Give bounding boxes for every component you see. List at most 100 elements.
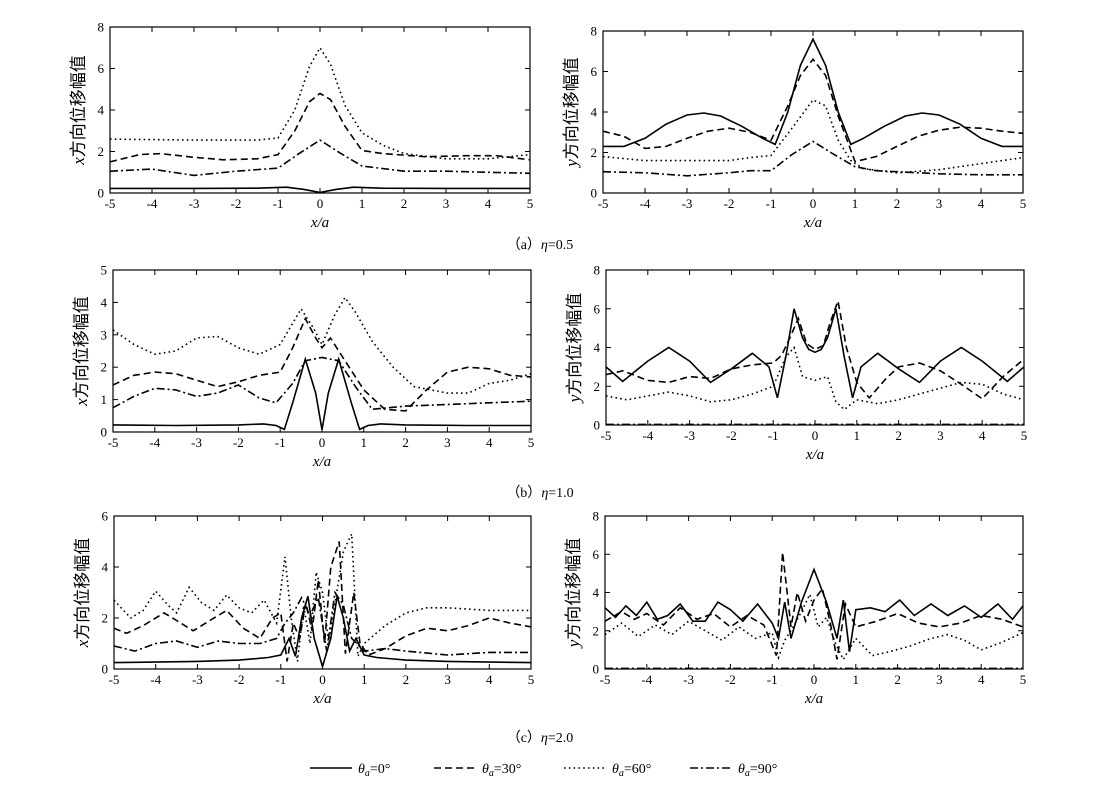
y-tick-label: 0 xyxy=(102,662,109,677)
y-tick-label: 8 xyxy=(594,263,601,278)
x-tick-label: 1 xyxy=(359,196,366,211)
x-tick-label: 4 xyxy=(486,672,493,687)
plot-frame xyxy=(602,30,1024,194)
x-tick-label: -4 xyxy=(641,672,652,687)
x-tick-label: -3 xyxy=(189,196,200,211)
caption-b: （b）η=1.0 xyxy=(506,485,573,501)
x-tick-label: -4 xyxy=(642,428,653,443)
y-tick-label: 6 xyxy=(102,509,109,524)
x-tick-label: 0 xyxy=(317,196,324,211)
series-dotted xyxy=(109,46,531,160)
y-axis-label: y方向位移幅值 xyxy=(562,57,581,169)
caption-a: （a）η=0.5 xyxy=(507,237,574,253)
caption-c: （c）η=2.0 xyxy=(507,730,574,746)
x-tick-label: -1 xyxy=(766,196,777,211)
x-tick-label: -5 xyxy=(108,435,119,450)
x-tick-label: 2 xyxy=(402,435,409,450)
series-dotted xyxy=(113,533,531,662)
x-tick-label: 3 xyxy=(937,428,944,443)
x-tick-label: 3 xyxy=(936,196,943,211)
x-tick-label: 5 xyxy=(1020,196,1027,211)
y-tick-label: 4 xyxy=(101,295,108,310)
x-tick-label: 0 xyxy=(810,196,817,211)
y-tick-label: 2 xyxy=(594,379,601,394)
legend-item-1: θa=30° xyxy=(434,762,521,779)
y-axis-label: x方向位移幅值 xyxy=(73,538,92,649)
series-solid xyxy=(603,37,1023,148)
x-tick-label: -5 xyxy=(105,196,116,211)
x-tick-label: -1 xyxy=(275,435,286,450)
x-tick-label: 2 xyxy=(895,428,902,443)
series-solid xyxy=(113,596,532,670)
y-axis-label: x方向位移幅值 xyxy=(69,55,88,166)
x-tick-label: 2 xyxy=(403,672,410,687)
y-tick-label: 6 xyxy=(98,61,105,76)
x-axis-label: x/a xyxy=(804,691,823,707)
x-tick-label: -4 xyxy=(640,196,651,211)
x-tick-label: -3 xyxy=(682,196,693,211)
legend-label-0: θa=0° xyxy=(358,762,390,779)
y-tick-label: 4 xyxy=(102,560,109,575)
x-tick-label: -2 xyxy=(233,435,244,450)
y-tick-label: 1 xyxy=(101,392,108,407)
x-tick-label: -2 xyxy=(726,428,737,443)
y-tick-label: 6 xyxy=(593,547,600,562)
series-dotted xyxy=(602,98,1024,174)
plot-frame xyxy=(112,269,532,433)
series-solid xyxy=(605,308,1025,399)
x-tick-label: 3 xyxy=(444,435,451,450)
series-dashed xyxy=(112,316,532,412)
x-tick-label: -3 xyxy=(191,435,202,450)
plot-frame xyxy=(604,515,1024,670)
series-dashed xyxy=(109,92,531,163)
x-tick-label: 4 xyxy=(486,435,493,450)
series-dotted xyxy=(605,345,1025,411)
y-tick-label: 8 xyxy=(593,509,600,524)
legend-item-0: θa=0° xyxy=(310,762,390,779)
series-dashed xyxy=(604,552,1024,660)
x-tick-label: -4 xyxy=(149,435,160,450)
x-tick-label: -5 xyxy=(109,672,120,687)
x-axis-label: x/a xyxy=(310,215,329,231)
series-dashed xyxy=(113,541,532,662)
x-tick-label: -1 xyxy=(767,672,778,687)
x-tick-label: 1 xyxy=(361,672,368,687)
y-tick-label: 4 xyxy=(593,585,600,600)
y-axis-label: y方向位移幅值 xyxy=(564,538,583,650)
x-tick-label: 5 xyxy=(527,196,534,211)
y-tick-label: 0 xyxy=(101,425,108,440)
x-tick-label: -4 xyxy=(150,672,161,687)
y-tick-label: 4 xyxy=(98,103,105,118)
series-dashdot xyxy=(602,140,1023,177)
y-tick-label: 2 xyxy=(101,360,108,375)
x-tick-label: 0 xyxy=(812,428,819,443)
x-tick-label: -3 xyxy=(684,428,695,443)
y-tick-label: 0 xyxy=(591,186,598,201)
y-tick-label: 5 xyxy=(101,263,108,278)
x-tick-label: -2 xyxy=(234,672,245,687)
x-tick-label: 4 xyxy=(485,196,492,211)
x-tick-label: -2 xyxy=(725,672,736,687)
y-tick-label: 2 xyxy=(593,623,600,638)
x-tick-label: 4 xyxy=(978,196,985,211)
y-axis-label: y方向位移幅值 xyxy=(565,293,584,405)
x-tick-label: -1 xyxy=(273,196,284,211)
x-tick-label: -1 xyxy=(768,428,779,443)
plot-frame xyxy=(109,26,531,194)
legend-item-3: θa=90° xyxy=(690,762,777,779)
x-tick-label: -3 xyxy=(192,672,203,687)
x-tick-label: -2 xyxy=(724,196,735,211)
y-axis-label: x方向位移幅值 xyxy=(72,296,91,407)
x-tick-label: 4 xyxy=(978,672,985,687)
x-tick-label: 3 xyxy=(443,196,450,211)
x-tick-label: 1 xyxy=(853,672,860,687)
y-tick-label: 6 xyxy=(591,64,598,79)
series-dotted xyxy=(112,296,532,394)
chart-b-x: -5 -4 -3 -2 -1 0 1 2 3 4 5 0 1 2 3 4 5 x/a x方向位移幅值 xyxy=(72,263,534,471)
y-tick-label: 2 xyxy=(591,145,598,160)
x-tick-label: 5 xyxy=(1021,428,1028,443)
x-tick-label: 1 xyxy=(361,435,368,450)
chart-c-x: -5 -4 -3 -2 -1 0 1 2 3 4 5 0 2 4 6 x/a x方向位移幅值 xyxy=(73,509,534,708)
x-tick-label: 3 xyxy=(444,672,451,687)
